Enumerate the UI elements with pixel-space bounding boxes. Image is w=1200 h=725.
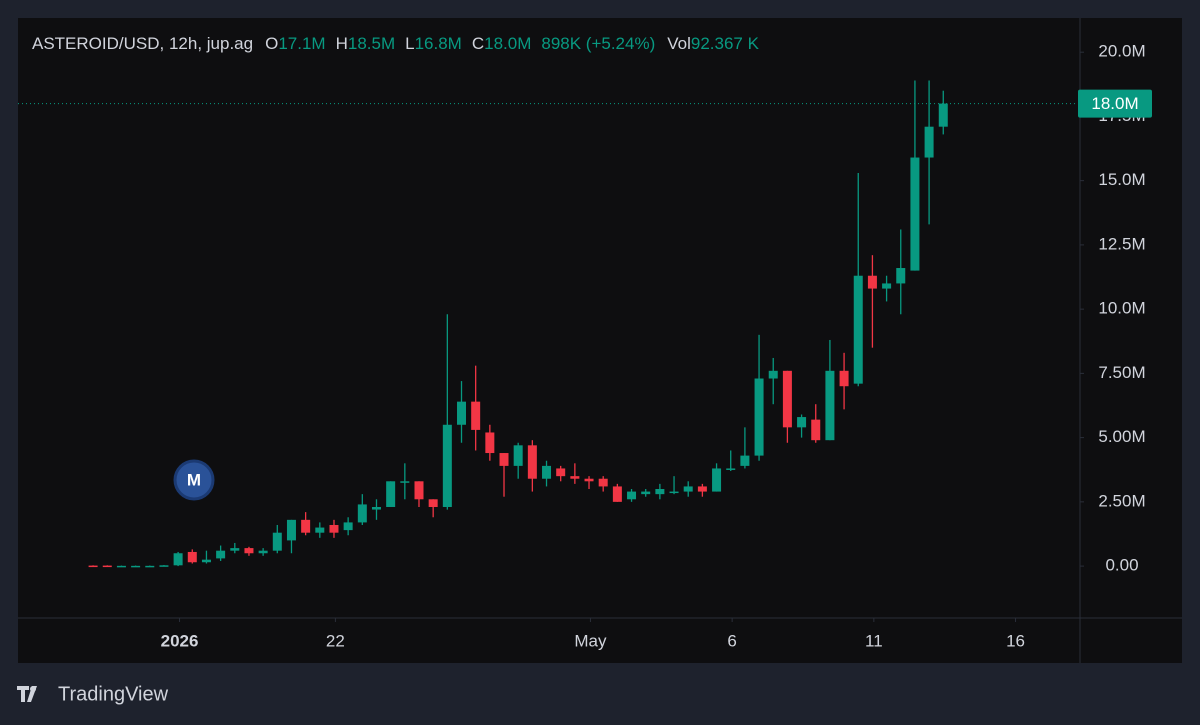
candle-body: [542, 465, 552, 479]
candle-body: [173, 553, 183, 566]
candle-body: [216, 550, 226, 559]
change: 898K (+5.24%): [541, 34, 656, 53]
candle-body: [655, 489, 665, 495]
ohlc-value: 16.8M: [414, 34, 462, 53]
candle-body: [556, 468, 566, 477]
candle-body: [797, 417, 807, 428]
volume: 92.367 K: [690, 34, 759, 53]
candle-body: [230, 548, 240, 551]
candle-body: [598, 478, 608, 487]
candle-body: [853, 275, 863, 384]
marker-label: M: [187, 470, 201, 489]
candle-body: [896, 268, 906, 284]
candle-body: [584, 478, 594, 482]
candle-body: [882, 283, 892, 289]
ohlc-label: L: [405, 34, 415, 53]
ohlc-label: C: [471, 34, 485, 53]
x-tick-label: 6: [727, 631, 736, 650]
candle-body: [457, 401, 467, 425]
candle-body: [102, 565, 112, 568]
candle-body: [272, 532, 282, 551]
candle-body: [839, 370, 849, 387]
candle-body: [570, 476, 580, 479]
candle-body: [244, 548, 254, 554]
candle-body: [357, 504, 367, 523]
y-tick-label: 10.0M: [1098, 299, 1145, 318]
y-tick-label: 15.0M: [1098, 170, 1145, 189]
candle-body: [924, 126, 934, 158]
ohlc-value: 17.1M: [278, 34, 326, 53]
candle-body: [726, 468, 736, 470]
x-tick-label: 22: [326, 631, 345, 650]
x-tick-label: 2026: [161, 631, 199, 650]
y-tick-label: 12.5M: [1098, 234, 1145, 253]
candle-body: [187, 551, 197, 563]
candle-body: [428, 499, 438, 507]
candle-body: [683, 486, 693, 492]
last-price-label: 18.0M: [1091, 94, 1138, 113]
candle-body: [627, 491, 637, 500]
ohlc-label: H: [335, 34, 348, 53]
candle-body: [612, 486, 622, 502]
candle-body: [400, 481, 410, 483]
candle-body: [116, 565, 126, 568]
y-tick-label: 2.50M: [1098, 491, 1145, 510]
candle-body: [442, 424, 452, 507]
candle-body: [938, 103, 948, 127]
x-tick-label: 11: [865, 631, 883, 650]
logo: [17, 686, 37, 702]
y-tick-label: 7.50M: [1098, 363, 1145, 382]
candle-body: [768, 370, 778, 379]
y-tick-label: 5.00M: [1098, 427, 1145, 446]
candle-body: [712, 468, 722, 492]
last-price-box: [1078, 89, 1152, 118]
candle-body: [131, 565, 141, 568]
candle-body: [485, 432, 495, 454]
candle-body: [301, 519, 311, 533]
candle-body: [867, 275, 877, 289]
candle-body: [343, 522, 353, 531]
marker-badge[interactable]: [173, 459, 215, 501]
candle-body: [811, 419, 821, 441]
candle-body: [513, 445, 523, 466]
y-tick-label: 0.00: [1105, 556, 1138, 575]
candle-body: [414, 481, 424, 500]
candle-body: [669, 491, 679, 494]
candle-body: [641, 491, 651, 495]
panel: [18, 18, 1182, 663]
candle-body: [471, 401, 481, 430]
ohlc-label: O: [265, 34, 279, 53]
x-tick-label: 16: [1006, 631, 1025, 650]
symbol: ASTEROID/USD, 12h, jup.ag: [32, 34, 254, 53]
ohlc-value: 18.5M: [347, 34, 396, 53]
candle-body: [286, 519, 296, 541]
candle-body: [754, 378, 764, 456]
candle-body: [499, 453, 509, 466]
candle-body: [315, 527, 325, 533]
candle-body: [88, 565, 98, 568]
candle-body: [258, 550, 268, 554]
ohlc-value: 18.0M: [484, 34, 532, 53]
candle-body: [201, 559, 211, 563]
candle-body: [782, 370, 792, 428]
candle-body: [145, 565, 155, 568]
candle-body: [825, 370, 835, 441]
x-tick-label: May: [574, 631, 607, 650]
candle-body: [371, 506, 381, 510]
candle-body: [159, 565, 169, 567]
legend-header: ASTEROID/USD, 12h, jup.ag O17.1M H18.5M L16…: [32, 34, 759, 54]
candle-body: [740, 455, 750, 466]
candle-body: [697, 486, 707, 492]
candle-body: [329, 524, 339, 533]
candle-body: [910, 157, 920, 271]
y-tick-label: 20.0M: [1098, 42, 1145, 61]
candle-body: [527, 445, 537, 479]
volume-label: Vol: [667, 34, 691, 53]
brand: TradingView: [58, 683, 169, 705]
candle-body: [386, 481, 396, 507]
